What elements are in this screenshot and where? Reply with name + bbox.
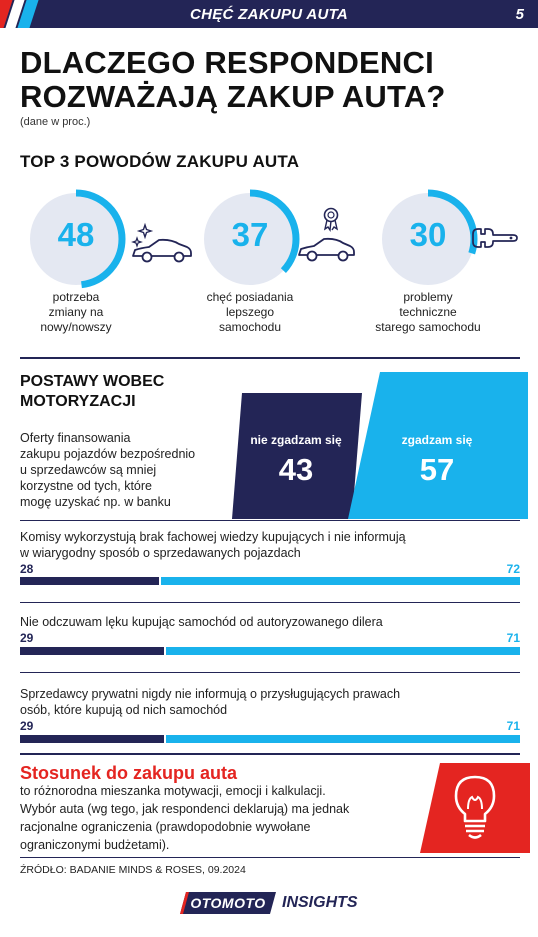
conclusion-line-1: to różnorodna mieszanka motywacji, emocj… xyxy=(20,784,326,798)
statement-2: Nie odczuwam lęku kupując samochód od au… xyxy=(20,614,490,630)
reason-label-2: chęć posiadania lepszego samochodu xyxy=(175,290,325,335)
reason-label-1-line-1: potrzeba xyxy=(52,290,100,304)
attitudes-title: POSTAWY WOBEC MOTORYZACJI xyxy=(20,372,164,412)
statement-2-bar-disagree xyxy=(20,647,164,655)
brand-box xyxy=(180,892,276,914)
attitudes-title-line-1: POSTAWY WOBEC xyxy=(20,373,165,390)
statement-3-line-1: Sprzedawcy prywatni nigdy nie informują … xyxy=(20,687,401,701)
agree-value: 57 xyxy=(419,452,455,487)
conclusion-line-4: ograniczonymi budżetami). xyxy=(20,838,170,852)
statement-3-line-2: osób, które kupują od nich samochód xyxy=(20,703,228,717)
rule-1 xyxy=(20,520,520,521)
reason-label-1-line-2: zmiany na xyxy=(48,305,104,319)
section-divider-2 xyxy=(20,753,520,755)
reason-label-3-line-2: techniczne xyxy=(399,305,457,319)
donut-gauge-2 xyxy=(200,189,300,289)
statement-2-bar-agree xyxy=(166,647,520,655)
donut-arc-3 xyxy=(378,189,478,289)
featured-statement: Oferty finansowania zakupu pojazdów bezp… xyxy=(20,430,230,510)
header-title: CHĘĆ ZAKUPU AUTA xyxy=(189,6,349,23)
header-bar: CHĘĆ ZAKUPU AUTA 5 xyxy=(0,0,538,28)
featured-statement-line-3: u sprzedawców są mniej xyxy=(20,463,157,477)
wrench-icon xyxy=(472,228,518,248)
rule-3 xyxy=(20,672,520,673)
conclusion-title: Stosunek do zakupu auta xyxy=(20,763,238,783)
rule-4 xyxy=(20,857,520,858)
page-number: 5 xyxy=(515,6,524,23)
statement-1-line-2: w wiarygodny sposób o sprzedawanych poja… xyxy=(20,546,301,560)
statement-1-agree: 72 xyxy=(506,562,520,576)
disagree-panel xyxy=(232,393,362,519)
section-divider-1 xyxy=(20,357,520,359)
award-car-icon xyxy=(298,207,355,262)
page-title-line-2: ROZWAŻAJĄ ZAKUP AUTA? xyxy=(20,79,446,114)
featured-statement-line-4: korzystne od tych, które xyxy=(20,479,153,493)
reason-label-3-line-3: starego samochodu xyxy=(375,320,481,334)
featured-statement-line-1: Oferty finansowania xyxy=(20,431,131,445)
donut-gauge-3 xyxy=(378,189,478,289)
reason-value-1: 48 xyxy=(57,216,95,253)
disagree-value: 43 xyxy=(278,452,314,487)
conclusion-text: to różnorodna mieszanka motywacji, emocj… xyxy=(20,782,410,854)
top-reasons-title: TOP 3 POWODÓW ZAKUPU AUTA xyxy=(20,152,300,171)
statement-1-bar-agree xyxy=(161,577,520,585)
statement-3-bar xyxy=(20,735,520,743)
donut-arc-1 xyxy=(26,189,126,289)
reason-label-3: problemy techniczne starego samochodu xyxy=(353,290,503,335)
statement-1: Komisy wykorzystują brak fachowej wiedzy… xyxy=(20,529,490,561)
statement-3-bar-agree xyxy=(166,735,520,743)
brand-name: OTOMOTO xyxy=(190,895,266,911)
source-note: ŹRÓDŁO: BADANIE MINDS & ROSES, 09.2024 xyxy=(20,864,246,876)
statement-1-bar xyxy=(20,577,520,585)
reason-label-2-line-1: chęć posiadania xyxy=(206,290,294,304)
brand-suffix: INSIGHTS xyxy=(282,894,358,911)
agree-panel xyxy=(348,372,528,519)
reason-label-1: potrzeba zmiany na nowy/nowszy xyxy=(1,290,151,335)
donut-arc-2 xyxy=(200,189,300,289)
featured-statement-line-2: zakupu pojazdów bezpośrednio xyxy=(20,447,196,461)
conclusion-line-3: racjonalne ograniczenia (prawdopodobnie … xyxy=(20,820,311,834)
reason-label-3-line-1: problemy xyxy=(403,290,453,304)
donut-gauge-1 xyxy=(26,189,126,289)
statement-2-agree: 71 xyxy=(506,631,520,645)
statement-3-bar-disagree xyxy=(20,735,164,743)
conclusion-line-2: Wybór auta (wg tego, jak respondenci dek… xyxy=(20,802,350,816)
reason-label-2-line-2: lepszego xyxy=(225,305,275,319)
page-title-line-1: DLACZEGO RESPONDENCI xyxy=(20,45,434,80)
statement-1-disagree: 28 xyxy=(20,562,34,576)
statement-1-bar-disagree xyxy=(20,577,159,585)
statement-2-bar xyxy=(20,647,520,655)
shiny-car-icon xyxy=(131,222,192,263)
page-title: DLACZEGO RESPONDENCI ROZWAŻAJĄ ZAKUP AUT… xyxy=(20,46,446,114)
statement-2-disagree: 29 xyxy=(20,631,34,645)
statement-3: Sprzedawcy prywatni nigdy nie informują … xyxy=(20,686,490,718)
reason-label-1-line-3: nowy/nowszy xyxy=(40,320,112,334)
agree-label: zgadzam się xyxy=(401,433,473,447)
lightbulb-icon xyxy=(420,763,530,853)
statement-2-line-1: Nie odczuwam lęku kupując samochód od au… xyxy=(20,615,383,629)
rule-2 xyxy=(20,602,520,603)
reason-value-2: 37 xyxy=(231,216,269,253)
unit-note: (dane w proc.) xyxy=(20,116,91,128)
featured-statement-line-5: mogę uzyskać np. w banku xyxy=(20,495,171,509)
reason-label-2-line-3: samochodu xyxy=(218,320,282,334)
attitudes-title-line-2: MOTORYZACJI xyxy=(20,393,136,410)
reason-value-3: 30 xyxy=(409,216,447,253)
statement-1-line-1: Komisy wykorzystują brak fachowej wiedzy… xyxy=(20,530,406,544)
statement-3-agree: 71 xyxy=(506,719,520,733)
disagree-label: nie zgadzam się xyxy=(250,433,342,447)
statement-3-disagree: 29 xyxy=(20,719,34,733)
